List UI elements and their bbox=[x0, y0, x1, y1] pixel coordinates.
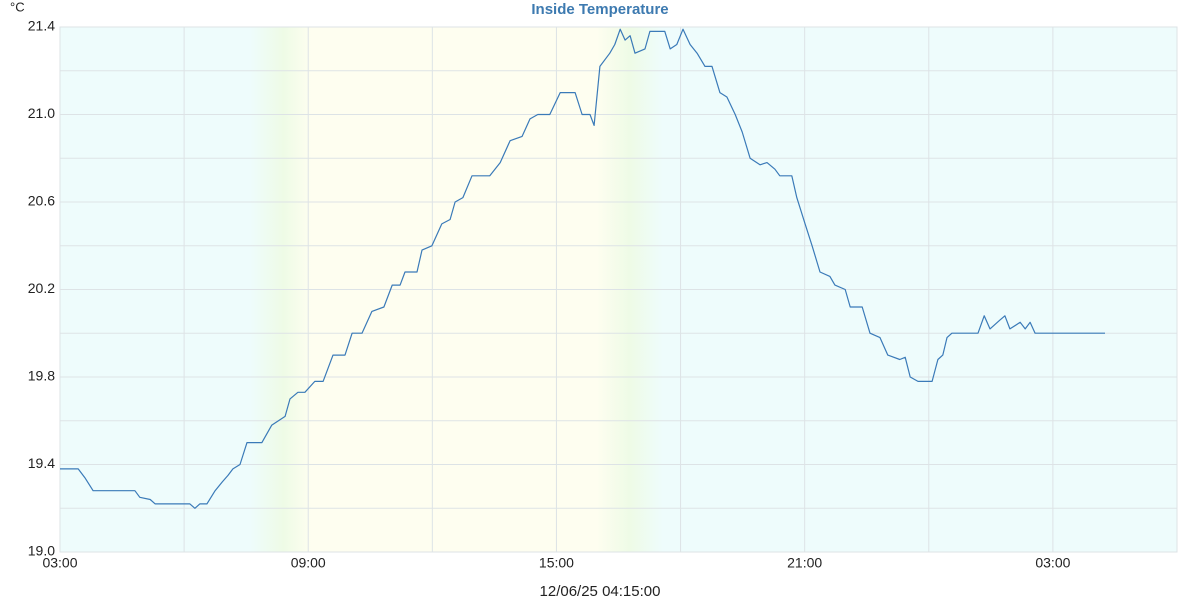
x-tick-label: 03:00 bbox=[42, 555, 77, 571]
y-unit: °C bbox=[10, 0, 25, 14]
x-tick-label: 15:00 bbox=[539, 555, 574, 571]
x-tick-label: 21:00 bbox=[787, 555, 822, 571]
y-tick-label: 20.6 bbox=[28, 193, 55, 209]
y-tick-label: 19.8 bbox=[28, 368, 55, 384]
x-tick-label: 03:00 bbox=[1035, 555, 1070, 571]
y-tick-label: 19.4 bbox=[28, 455, 55, 471]
temperature-line bbox=[60, 28, 1105, 509]
x-tick-label: 09:00 bbox=[291, 555, 326, 571]
chart-title: Inside Temperature bbox=[531, 1, 668, 18]
y-tick-label: 21.4 bbox=[28, 18, 55, 34]
y-tick-label: 21.0 bbox=[28, 105, 55, 121]
footer-timestamp: 12/06/25 04:15:00 bbox=[540, 583, 661, 600]
y-tick-label: 19.0 bbox=[28, 543, 55, 559]
y-tick-label: 20.2 bbox=[28, 280, 55, 296]
